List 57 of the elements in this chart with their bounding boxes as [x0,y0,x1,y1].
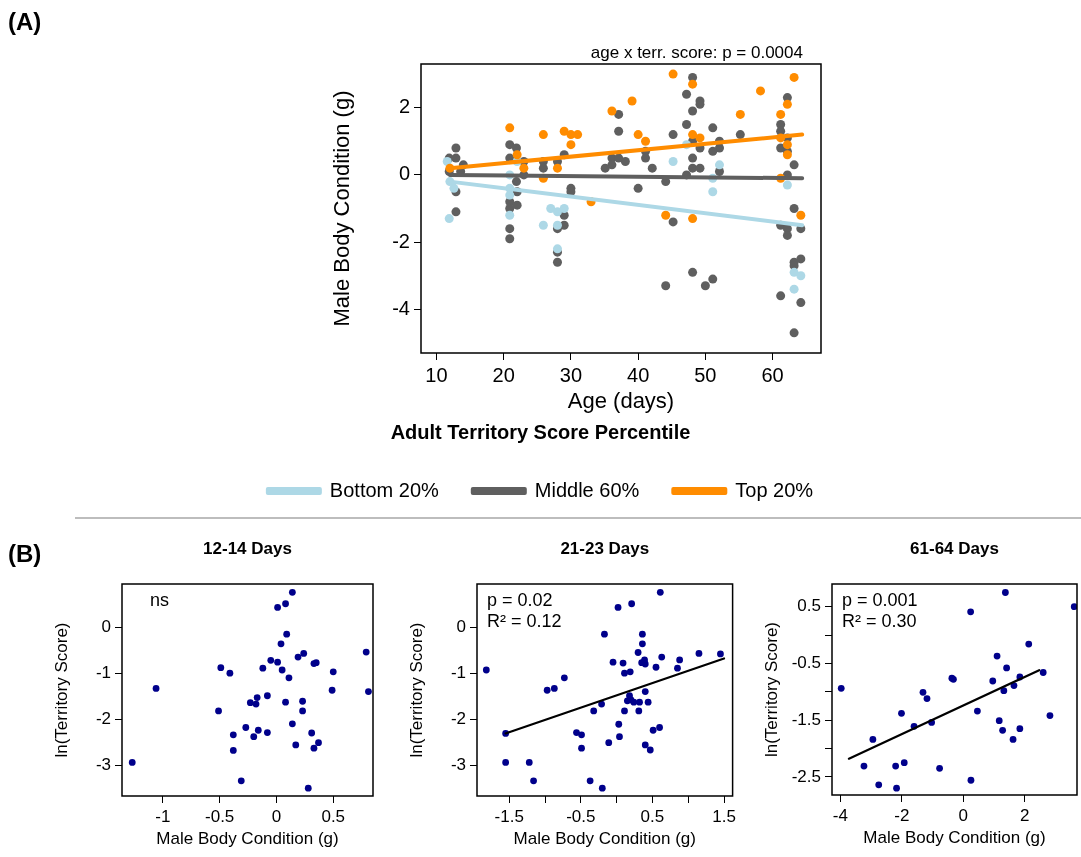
y-tick-label: -2 [95,708,111,728]
y-tick-label: -2 [392,229,410,252]
text: (B) [8,540,42,567]
x-tick-label: 2 [1020,805,1030,825]
chart-title: 61-64 Days [910,539,999,558]
y-axis-title: ln(Territory Score) [51,622,71,758]
y-tick-label: 2 [398,95,410,118]
annotation: ns [150,590,170,610]
annotation: R² = 0.12 [487,611,562,631]
x-tick-label: 50 [694,363,717,386]
y-axis-title: ln(Territory Score) [761,621,781,758]
y-tick-label: -1 [95,662,111,682]
x-tick-label: 0 [958,805,968,825]
x-tick-label: -1.5 [494,806,524,826]
annotation: p = 0.02 [487,590,553,610]
x-axis-title: Male Body Condition (g) [156,829,339,849]
annotation: p = 0.001 [842,590,918,610]
y-tick-label: -3 [450,754,466,774]
y-tick-label: 0 [398,162,410,185]
x-tick-label: 40 [627,363,650,386]
y-tick-label: -2.5 [791,766,821,786]
x-axis-title: Male Body Condition (g) [863,828,1046,848]
legend-label: Middle 60% [534,478,640,501]
y-tick-label: 0.5 [797,596,821,616]
x-tick-label: 1.5 [712,806,736,826]
x-tick-label: -1 [155,806,171,826]
x-tick-label: 30 [559,363,583,386]
annotation: R² = 0.30 [842,611,917,631]
x-axis-title: Age (days) [567,387,675,413]
x-tick-label: 0.5 [321,806,346,826]
x-tick-label: -4 [832,805,848,825]
legend-label: Bottom 20% [329,478,440,501]
y-tick-label: -2 [450,708,466,728]
y-tick-label: -1 [450,662,466,682]
y-tick-label: 0 [101,616,111,636]
x-tick-label: 60 [761,363,784,386]
x-tick-label: -2 [894,805,910,825]
legend-title: Adult Territory Score Percentile [390,420,691,443]
x-tick-label: -0.5 [205,806,235,826]
x-tick-label: 0 [271,806,282,826]
chart-title: 12-14 Days [203,539,292,558]
y-tick-label: -0.5 [791,653,821,673]
text: age x terr. score: p = 0.0004 [590,43,803,62]
chart-title: 21-23 Days [560,539,650,558]
x-tick-label: -0.5 [566,806,596,826]
text: (A) [8,8,42,35]
y-axis-title: Male Body Condition (g) [329,90,355,327]
x-tick-label: 10 [425,363,448,386]
y-tick-label: -1.5 [791,709,821,729]
legend-label: Top 20% [735,478,814,501]
y-tick-label: -4 [392,296,410,319]
x-tick-label: 20 [492,363,515,386]
x-tick-label: 0.5 [640,806,665,826]
y-tick-label: -3 [95,754,111,774]
x-axis-title: Male Body Condition (g) [513,829,696,849]
y-axis-title: ln(Territory Score) [406,622,426,758]
y-tick-label: 0 [456,616,466,636]
